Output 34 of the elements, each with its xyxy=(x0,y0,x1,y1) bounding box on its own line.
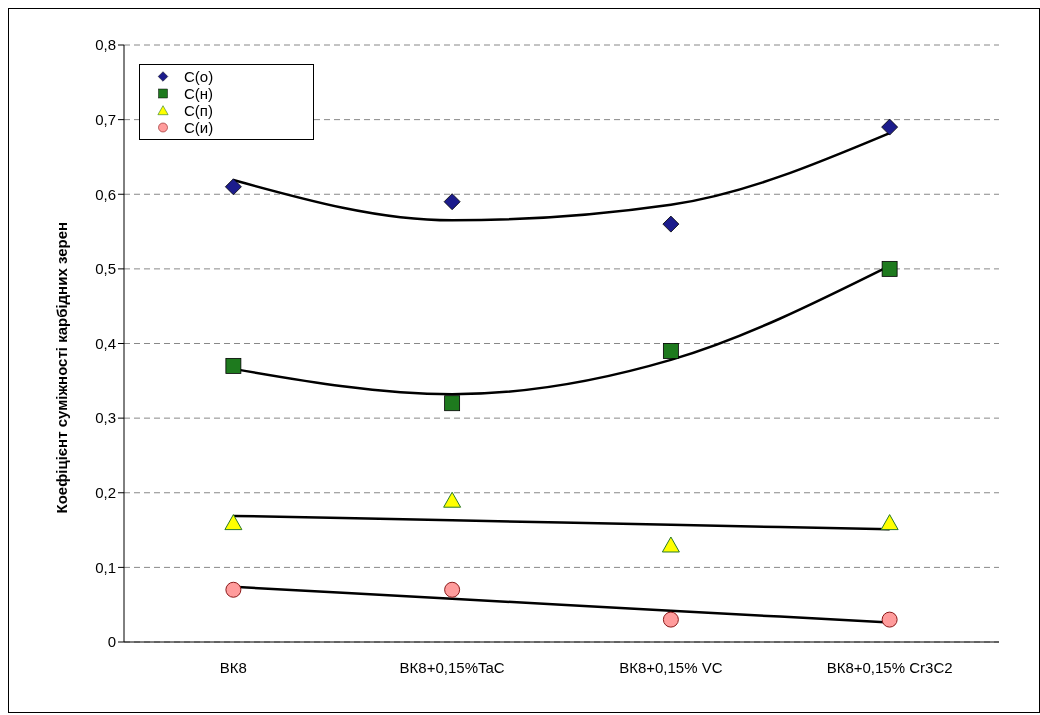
point xyxy=(443,491,462,508)
legend-label: С(н) xyxy=(184,85,214,102)
point xyxy=(881,118,899,136)
point xyxy=(224,178,242,196)
legend-label: С(о) xyxy=(184,68,214,85)
point xyxy=(224,514,243,531)
y-tick-label: 0,2 xyxy=(95,484,116,502)
point xyxy=(662,611,679,628)
y-tick-label: 0,4 xyxy=(95,334,116,352)
y-tick-label: 0,5 xyxy=(95,260,116,278)
point xyxy=(662,215,680,233)
y-tick-label: 0,3 xyxy=(95,409,116,427)
point xyxy=(881,260,898,277)
x-tick-label: ВК8+0,15% VC xyxy=(619,658,723,676)
y-tick-label: 0,8 xyxy=(95,36,116,54)
point xyxy=(225,581,242,598)
y-tick-label: 0,7 xyxy=(95,110,116,128)
point xyxy=(444,581,461,598)
y-axis-title: Коефіцієнт суміжності карбідних зерен xyxy=(53,221,71,514)
x-tick-label: ВК8+0,15%TaC xyxy=(399,658,505,676)
point xyxy=(661,536,680,553)
point xyxy=(662,343,679,359)
legend-label: С(и) xyxy=(184,119,214,136)
point xyxy=(881,611,898,628)
x-tick-label: ВК8 xyxy=(219,658,247,676)
legend-label: С(п) xyxy=(184,102,213,119)
point xyxy=(443,193,461,211)
x-tick-label: ВК8+0,15% Cr3C2 xyxy=(826,658,953,676)
y-tick-label: 0,6 xyxy=(95,185,116,203)
point xyxy=(225,357,242,374)
y-tick-label: 0 xyxy=(107,633,116,651)
point xyxy=(444,395,461,412)
y-tick-label: 0,1 xyxy=(95,558,116,576)
point xyxy=(880,514,899,531)
